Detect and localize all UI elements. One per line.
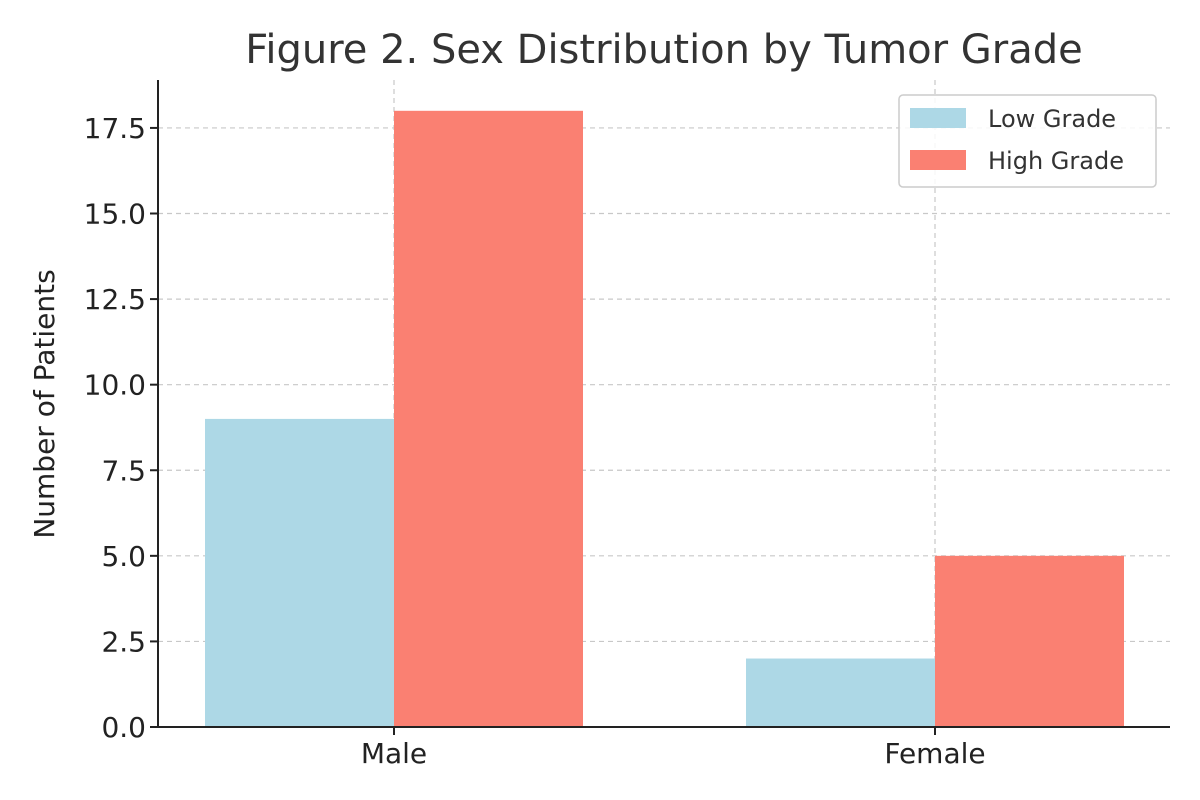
ticks: 0.0 2.5 5.0 7.5 10.0 12.5 15.0 17.5 Male Female [84,112,986,770]
y-tick-label: 2.5 [101,625,146,658]
y-axis-label: Number of Patients [28,269,61,538]
y-tick-label: 5.0 [101,540,146,573]
y-tick-label: 12.5 [84,283,146,316]
legend-label-high-grade: High Grade [988,147,1124,175]
x-tick-label: Female [884,737,985,770]
bar-female-high-grade [935,555,1124,727]
y-tick-label: 10.0 [84,369,146,402]
bar-male-low-grade [205,418,394,727]
legend-label-low-grade: Low Grade [988,105,1116,133]
y-tick-label: 7.5 [101,454,146,487]
legend-swatch-low-grade [910,108,966,128]
y-tick-label: 17.5 [84,112,146,145]
x-tick-label: Male [361,737,427,770]
bar-male-high-grade [394,110,583,728]
y-tick-label: 0.0 [101,711,146,744]
bars [205,110,1124,728]
grid [158,80,1170,727]
legend-swatch-high-grade [910,150,966,170]
chart-title: Figure 2. Sex Distribution by Tumor Grad… [245,27,1083,73]
bar-female-low-grade [746,658,935,727]
y-tick-label: 15.0 [84,198,146,231]
legend: Low Grade High Grade [898,94,1157,188]
